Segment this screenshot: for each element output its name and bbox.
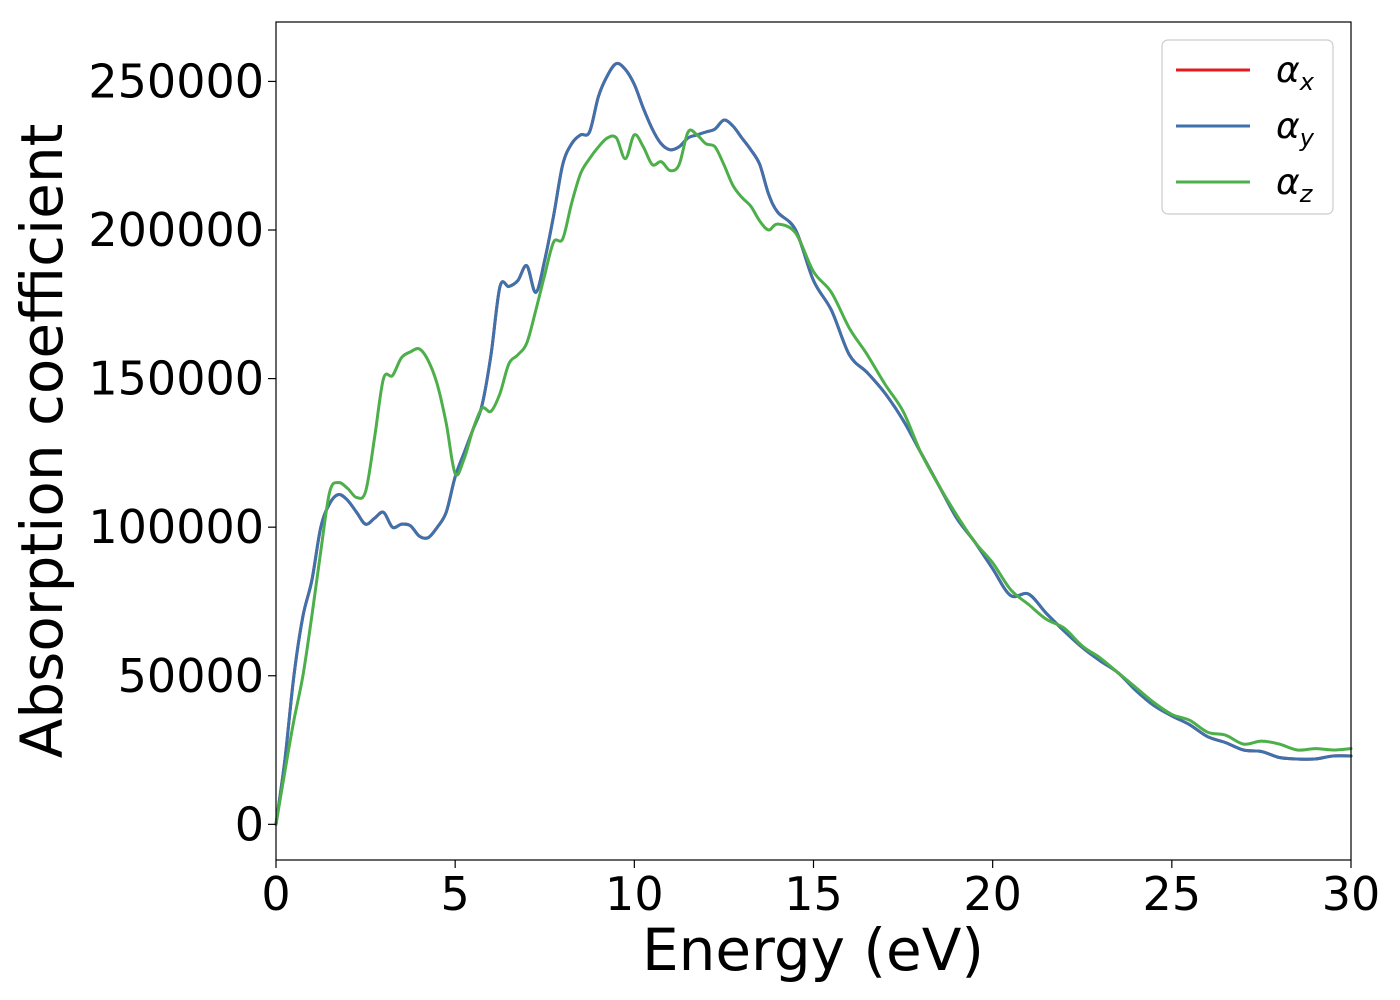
y-tick-label: 50000 xyxy=(118,649,264,703)
x-axis-ticks: 0 5 10 15 20 25 30 xyxy=(261,860,1380,921)
x-tick-label: 0 xyxy=(261,867,290,921)
y-tick-label: 250000 xyxy=(88,54,264,108)
y-tick-label: 100000 xyxy=(88,500,264,554)
x-tick-label: 15 xyxy=(784,867,843,921)
y-axis-title: Absorption coefficient xyxy=(8,124,76,759)
x-axis-title: Energy (eV) xyxy=(642,916,984,984)
legend-label-x: αx xyxy=(1276,50,1315,96)
y-axis-ticks: 0 50000 100000 150000 200000 250000 xyxy=(88,54,276,851)
x-tick-label: 10 xyxy=(605,867,664,921)
legend: αx αy αz xyxy=(1161,39,1334,215)
series-lines xyxy=(274,61,1353,826)
series-line-z xyxy=(274,128,1353,826)
legend-label-y: αy xyxy=(1276,106,1315,152)
y-tick-label: 200000 xyxy=(88,203,264,257)
x-tick-label: 30 xyxy=(1322,867,1381,921)
x-tick-label: 20 xyxy=(963,867,1022,921)
y-tick-label: 0 xyxy=(235,797,264,851)
x-tick-label: 25 xyxy=(1143,867,1202,921)
y-tick-label: 150000 xyxy=(88,352,264,406)
legend-label-z: αz xyxy=(1276,162,1314,208)
x-tick-label: 5 xyxy=(441,867,470,921)
